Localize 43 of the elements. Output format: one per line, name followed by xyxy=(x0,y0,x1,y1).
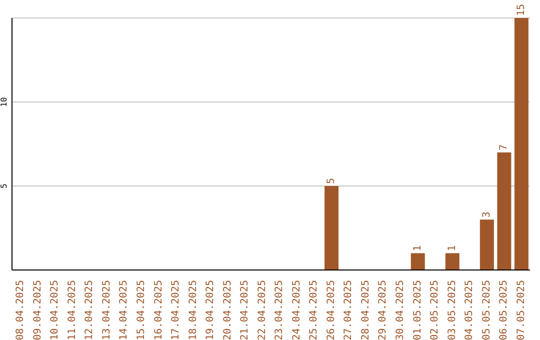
x-tick-label: 08.04.2025 xyxy=(15,280,26,340)
x-tick-label: 29.04.2025 xyxy=(378,280,389,340)
x-tick-label: 11.04.2025 xyxy=(66,280,78,340)
bar xyxy=(410,253,425,270)
x-tick-label: 02.05.2025 xyxy=(430,280,441,340)
x-tick-label: 23.04.2025 xyxy=(274,280,286,340)
data-label: 15 xyxy=(516,4,527,16)
x-tick-label: 15.04.2025 xyxy=(136,280,147,340)
data-label: 1 xyxy=(446,245,458,252)
x-tick-label: 21.04.2025 xyxy=(240,280,251,340)
data-label: 1 xyxy=(412,245,424,252)
x-tick-label: 26.04.2025 xyxy=(326,280,337,340)
x-tick-label: 05.05.2025 xyxy=(481,280,492,340)
x-tick-label: 22.04.2025 xyxy=(256,280,268,340)
x-tick-label: 09.04.2025 xyxy=(32,280,44,340)
x-tick-label: 12.04.2025 xyxy=(84,280,96,340)
x-tick-label: 03.05.2025 xyxy=(446,280,458,340)
bar xyxy=(324,186,339,270)
x-tick-label: 28.04.2025 xyxy=(360,280,372,340)
x-tick-label: 30.04.2025 xyxy=(395,280,406,340)
x-tick-label: 10.04.2025 xyxy=(50,280,61,340)
data-label: 7 xyxy=(498,144,510,150)
x-tick-label: 13.04.2025 xyxy=(101,280,112,340)
x-tick-label: 16.04.2025 xyxy=(153,280,164,340)
x-tick-label: 06.05.2025 xyxy=(498,280,510,340)
x-tick-label: 07.05.2025 xyxy=(516,280,527,340)
x-tick-label: 14.04.2025 xyxy=(118,280,130,340)
y-tick-label: 10 xyxy=(0,97,8,107)
x-tick-label: 27.04.2025 xyxy=(343,280,354,340)
x-tick-label: 04.05.2025 xyxy=(464,280,476,340)
x-tick-label: 19.04.2025 xyxy=(205,280,216,340)
x-tick-label: 18.04.2025 xyxy=(188,280,199,340)
x-tick-label: 24.04.2025 xyxy=(291,280,302,340)
x-tick-label: 25.04.2025 xyxy=(308,280,320,340)
x-tick-label: 20.04.2025 xyxy=(222,280,234,340)
data-label: 3 xyxy=(481,212,492,218)
x-tick-label: 01.05.2025 xyxy=(412,280,424,340)
bar xyxy=(445,253,460,270)
data-label: 5 xyxy=(326,178,338,184)
bar xyxy=(514,18,528,270)
bar xyxy=(480,220,494,270)
bar xyxy=(497,152,512,270)
x-tick-label: 17.04.2025 xyxy=(170,280,182,340)
